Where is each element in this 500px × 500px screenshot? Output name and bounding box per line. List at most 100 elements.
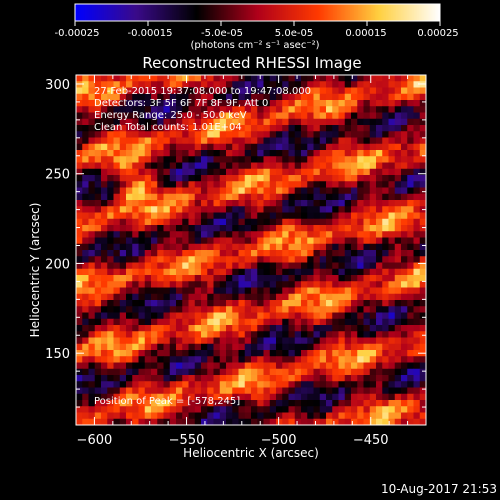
heatmap-cell <box>401 100 408 107</box>
heatmap-cell <box>376 393 383 401</box>
heatmap-cell <box>144 93 152 101</box>
heatmap-cell <box>326 81 333 88</box>
heatmap-cell <box>182 293 189 301</box>
heatmap-cell <box>263 175 271 182</box>
heatmap-cell <box>344 100 352 107</box>
tick-label: −600 <box>77 433 113 448</box>
heatmap-cell <box>76 193 83 201</box>
heatmap-cell <box>307 275 314 282</box>
heatmap-cell <box>144 137 152 145</box>
heatmap-cell <box>269 175 277 182</box>
heatmap-cell <box>169 325 177 332</box>
heatmap-cell <box>394 156 402 163</box>
heatmap-cell <box>344 112 352 120</box>
heatmap-cell <box>269 131 277 138</box>
heatmap-cell <box>319 356 327 363</box>
heatmap-cell <box>226 112 233 120</box>
heatmap-cell <box>219 168 227 176</box>
heatmap-cell <box>294 350 302 357</box>
heatmap-cell <box>332 206 339 213</box>
heatmap-cell <box>194 131 202 138</box>
heatmap-cell <box>263 356 271 363</box>
heatmap-cell <box>257 412 264 420</box>
heatmap-cell <box>363 356 371 363</box>
heatmap-cell <box>94 262 102 270</box>
heatmap-cell <box>407 381 414 388</box>
heatmap-cell <box>213 156 221 163</box>
heatmap-cell <box>344 350 352 357</box>
heatmap-cell <box>407 331 414 338</box>
heatmap-cell <box>188 281 196 288</box>
heatmap-cell <box>263 381 271 388</box>
heatmap-cell <box>176 237 183 245</box>
heatmap-cell <box>201 218 208 226</box>
heatmap-cell <box>226 87 233 95</box>
heatmap-cell <box>126 193 133 201</box>
heatmap-cell <box>113 231 121 238</box>
heatmap-cell <box>419 343 426 351</box>
heatmap-cell <box>369 118 377 126</box>
heatmap-cell <box>226 131 233 138</box>
heatmap-cell <box>413 125 421 132</box>
heatmap-cell <box>244 381 252 388</box>
heatmap-cell <box>326 168 333 176</box>
heatmap-cell <box>269 268 277 276</box>
heatmap-cell <box>82 112 89 120</box>
heatmap-cell <box>419 318 426 326</box>
heatmap-cell <box>319 331 327 338</box>
heatmap-cell <box>357 400 364 407</box>
heatmap-cell <box>107 331 114 338</box>
heatmap-cell <box>94 362 102 370</box>
heatmap-cell <box>307 181 314 188</box>
heatmap-cell <box>213 125 221 132</box>
heatmap-cell <box>219 143 227 151</box>
heatmap-cell <box>344 331 352 338</box>
heatmap-cell <box>188 106 196 113</box>
heatmap-cell <box>101 231 108 238</box>
heatmap-cell <box>357 93 364 101</box>
heatmap-cell <box>313 125 321 132</box>
heatmap-cell <box>101 237 108 245</box>
heatmap-cell <box>82 250 89 257</box>
heatmap-cell <box>194 143 202 151</box>
heatmap-cell <box>313 312 321 320</box>
heatmap-cell <box>344 387 352 395</box>
heatmap-cell <box>369 187 377 195</box>
heatmap-cell <box>332 125 339 132</box>
heatmap-cell <box>294 193 302 201</box>
heatmap-cell <box>338 150 346 157</box>
heatmap-cell <box>282 337 289 345</box>
heatmap-cell <box>326 162 333 170</box>
heatmap-cell <box>94 206 102 213</box>
heatmap-cell <box>119 75 127 82</box>
heatmap-cell <box>107 381 114 388</box>
heatmap-cell <box>357 187 364 195</box>
heatmap-cell <box>226 125 233 132</box>
heatmap-cell <box>194 218 202 226</box>
heatmap-cell <box>113 387 121 395</box>
heatmap-cell <box>169 143 177 151</box>
heatmap-cell <box>407 118 414 126</box>
heatmap-cell <box>338 268 346 276</box>
heatmap-cell <box>319 412 327 420</box>
heatmap-cell <box>344 337 352 345</box>
heatmap-cell <box>326 343 333 351</box>
heatmap-cell <box>301 325 308 332</box>
heatmap-cell <box>132 412 139 420</box>
heatmap-cell <box>369 200 377 207</box>
heatmap-cell <box>226 218 233 226</box>
heatmap-cell <box>244 350 252 357</box>
heatmap-cell <box>269 225 277 232</box>
heatmap-cell <box>88 168 96 176</box>
heatmap-cell <box>151 143 158 151</box>
heatmap-cell <box>107 256 114 263</box>
heatmap-cell <box>144 231 152 238</box>
heatmap-cell <box>319 312 327 320</box>
heatmap-cell <box>338 143 346 151</box>
heatmap-cell <box>407 93 414 101</box>
heatmap-cell <box>101 356 108 363</box>
heatmap-cell <box>213 75 221 82</box>
heatmap-cell <box>388 281 396 288</box>
heatmap-cell <box>313 375 321 382</box>
heatmap-cell <box>344 256 352 263</box>
